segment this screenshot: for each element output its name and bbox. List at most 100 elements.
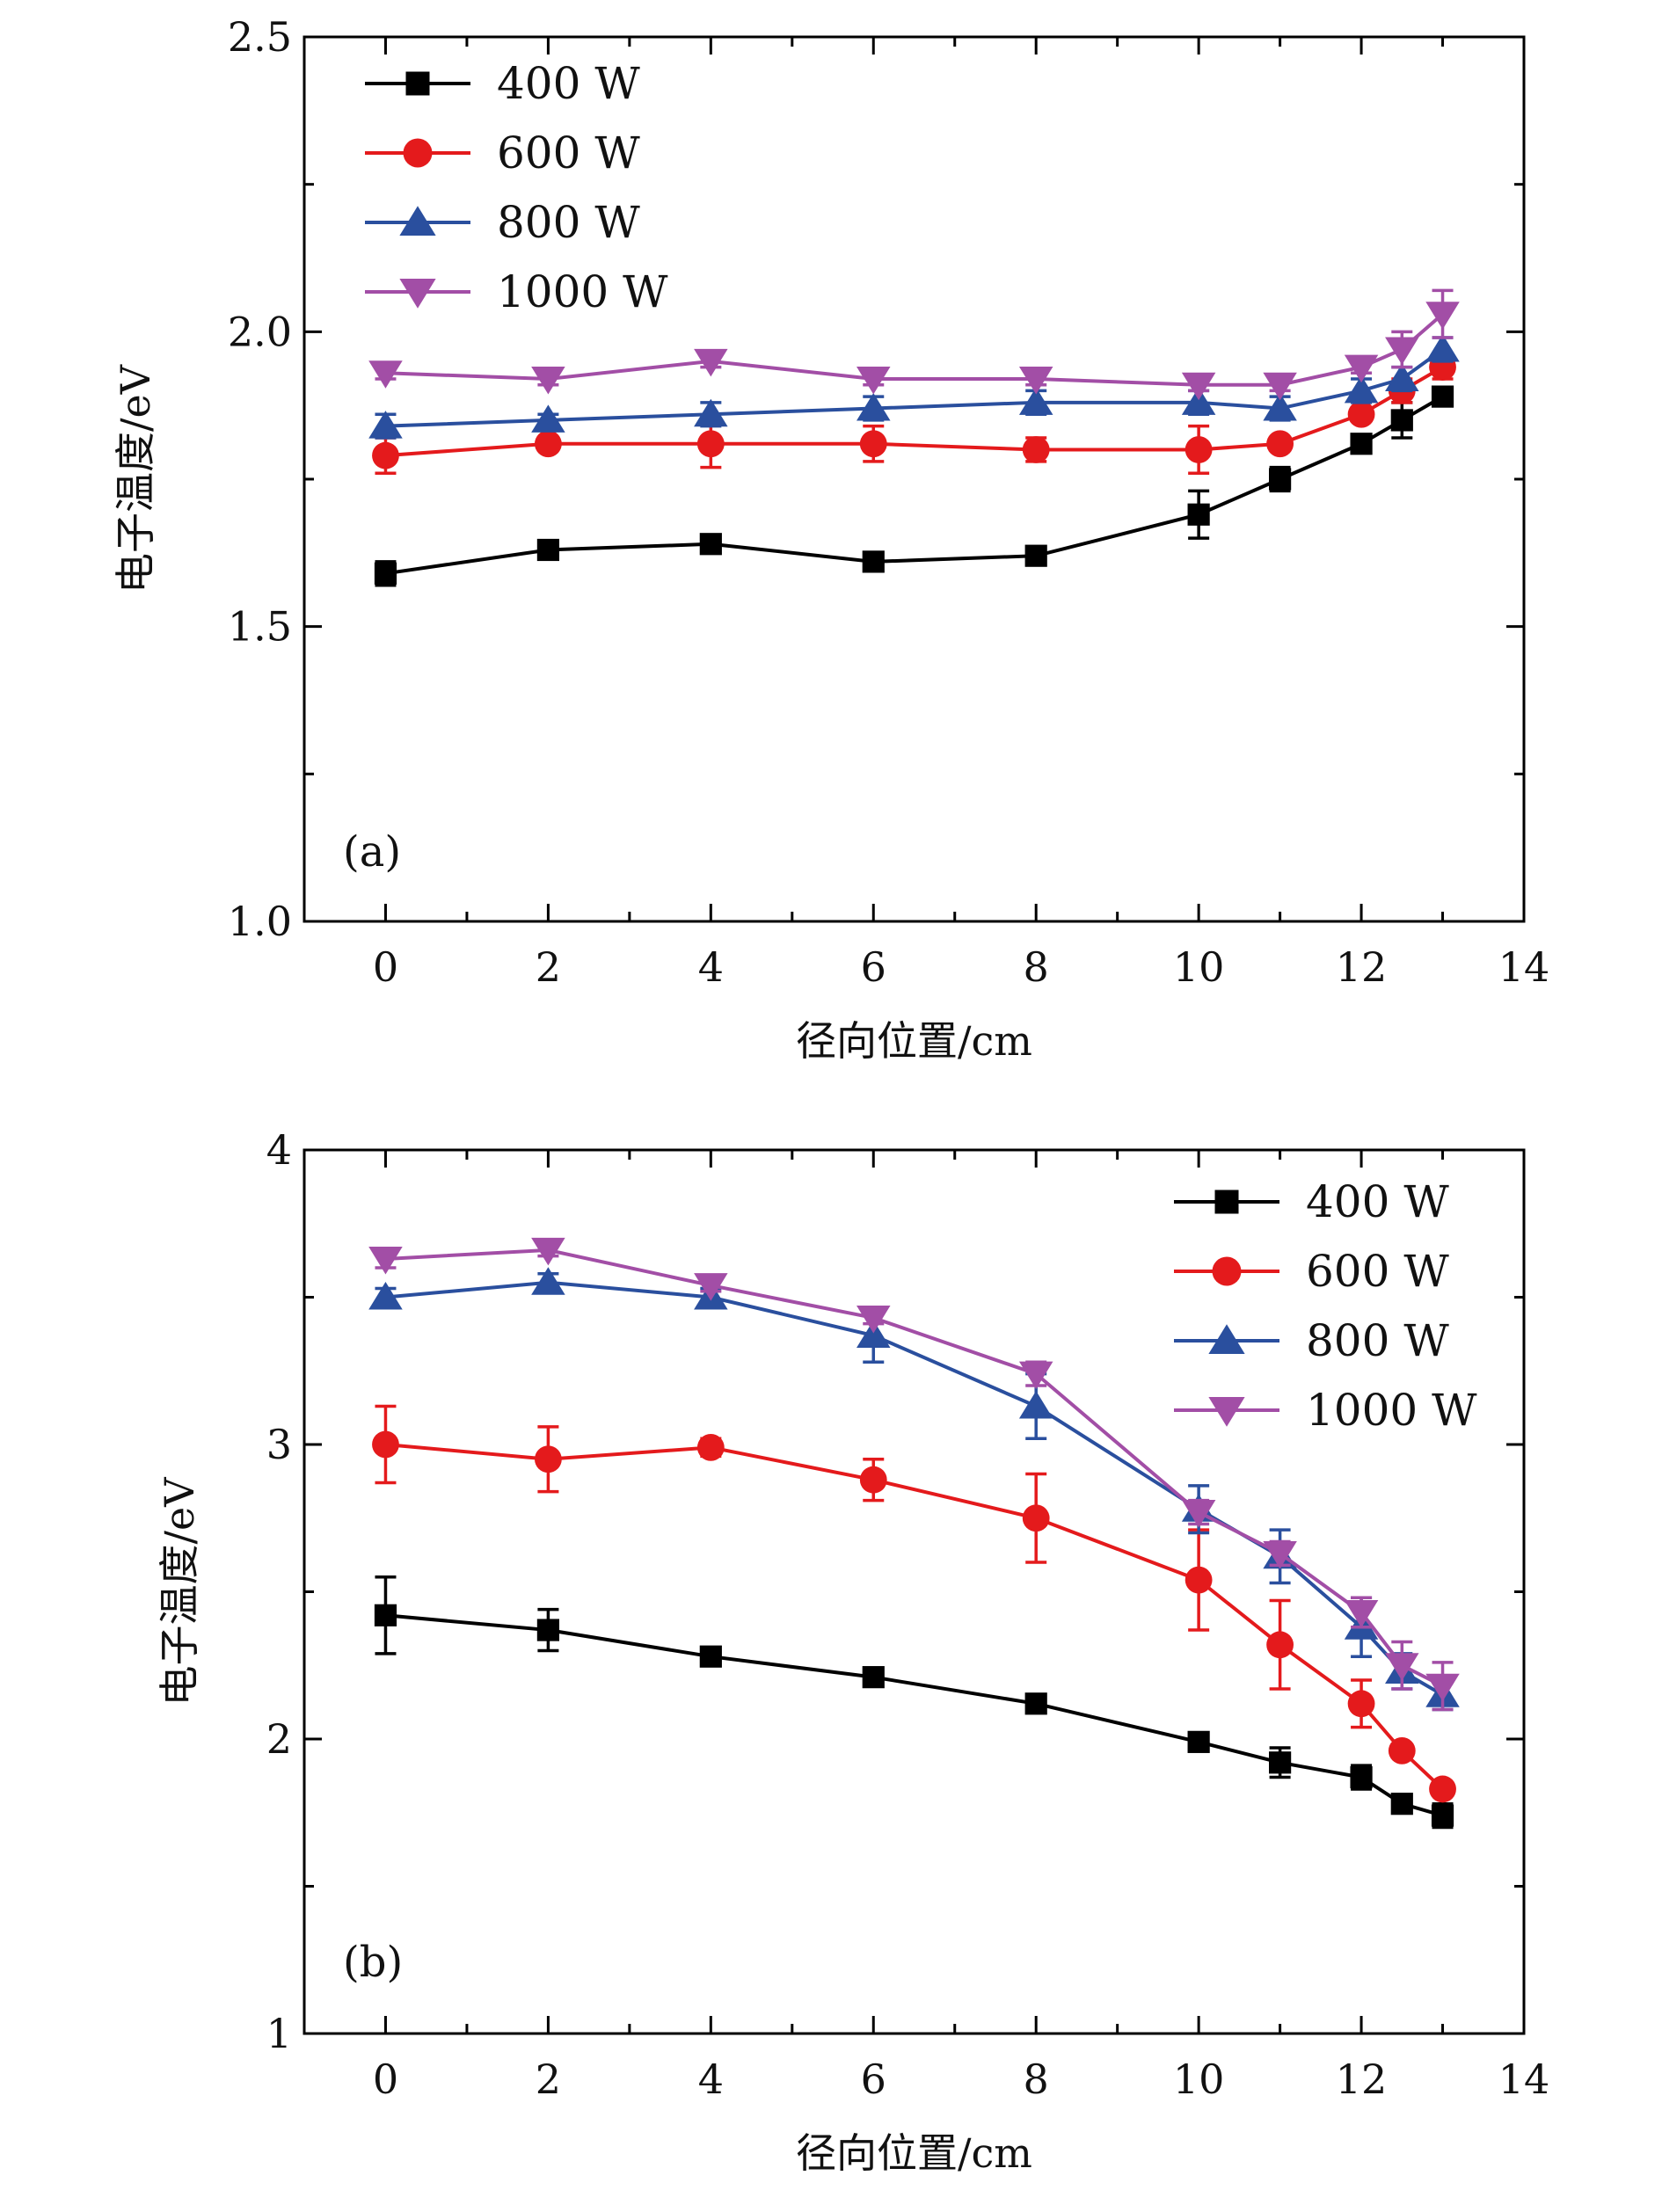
data-point bbox=[531, 1237, 565, 1266]
legend: 400 W 600 W 800 W 1000 W bbox=[1174, 1176, 1477, 1436]
x-tick-label: 10 bbox=[1173, 943, 1225, 991]
x-tick-label: 14 bbox=[1498, 2056, 1550, 2103]
data-point bbox=[857, 1305, 891, 1334]
series-line bbox=[385, 1613, 1444, 1818]
data-point bbox=[1022, 436, 1050, 463]
data-point bbox=[372, 1430, 399, 1459]
data-point bbox=[1390, 409, 1413, 432]
y-tick-label: 1 bbox=[266, 2010, 292, 2057]
legend-label: 600 W bbox=[497, 127, 640, 178]
plot-frame bbox=[303, 35, 1526, 923]
data-point bbox=[1266, 430, 1294, 458]
data-point bbox=[696, 1433, 725, 1461]
data-point bbox=[696, 430, 725, 458]
data-point bbox=[1269, 1751, 1292, 1774]
data-point bbox=[1425, 333, 1460, 362]
legend-marker bbox=[1208, 1324, 1245, 1354]
series-400w bbox=[374, 1575, 1454, 1830]
x-axis-title: 径向位置/cm bbox=[796, 1017, 1032, 1065]
legend: 400 W 600 W 800 W 1000 W bbox=[365, 58, 668, 317]
data-point bbox=[857, 1320, 891, 1349]
series-1000w bbox=[368, 288, 1460, 401]
data-point bbox=[1018, 366, 1053, 395]
data-point bbox=[531, 366, 565, 395]
series-line bbox=[385, 365, 1444, 458]
data-point bbox=[1347, 400, 1375, 428]
data-point bbox=[1024, 544, 1047, 567]
data-point bbox=[1263, 372, 1297, 401]
data-point bbox=[1431, 385, 1454, 408]
data-point bbox=[862, 1666, 885, 1689]
panel-label: (b) bbox=[343, 1938, 403, 1987]
series-line bbox=[385, 395, 1444, 576]
data-point bbox=[859, 1466, 887, 1494]
series-line bbox=[385, 1443, 1444, 1791]
data-point bbox=[1385, 1653, 1419, 1681]
legend-marker bbox=[403, 138, 433, 168]
data-point bbox=[1185, 436, 1213, 463]
data-point bbox=[1187, 1730, 1210, 1753]
series-400w bbox=[374, 385, 1454, 587]
data-point bbox=[1425, 302, 1460, 330]
series-line bbox=[385, 347, 1444, 428]
legend-label: 1000 W bbox=[1306, 1385, 1477, 1436]
x-tick-label: 2 bbox=[536, 2056, 561, 2103]
data-point bbox=[531, 1267, 565, 1295]
x-tick-label: 12 bbox=[1336, 943, 1388, 991]
legend-label: 1000 W bbox=[497, 266, 668, 317]
data-point bbox=[859, 430, 887, 458]
data-point bbox=[1344, 354, 1379, 383]
data-point bbox=[1181, 1500, 1216, 1528]
y-axis-title: 电子温度/eV bbox=[156, 1477, 203, 1706]
legend-label: 600 W bbox=[1306, 1246, 1449, 1297]
data-point bbox=[1018, 1361, 1053, 1390]
data-point bbox=[699, 533, 722, 556]
chart-panel-a: 0 2 4 6 8 10 12 14 1.0 1.5 2.0 2.5 径向位置/cm 电子温度/eV 400… bbox=[112, 13, 1549, 1065]
data-point bbox=[535, 1445, 562, 1473]
x-tick-label: 4 bbox=[698, 2056, 724, 2103]
data-point bbox=[1263, 393, 1297, 421]
series-1000w bbox=[368, 1237, 1460, 1712]
data-point bbox=[1350, 433, 1373, 455]
data-point bbox=[1022, 1504, 1050, 1532]
data-point bbox=[1018, 387, 1053, 415]
data-point bbox=[368, 1282, 403, 1310]
legend-marker bbox=[1214, 1190, 1239, 1214]
data-point bbox=[1390, 1793, 1413, 1815]
data-point bbox=[531, 404, 565, 433]
x-tick-label: 0 bbox=[373, 2056, 398, 2103]
data-point bbox=[694, 348, 728, 377]
y-tick-label: 4 bbox=[266, 1126, 292, 1174]
y-tick-label: 2 bbox=[266, 1715, 292, 1763]
legend-marker bbox=[399, 279, 436, 309]
legend-marker bbox=[1212, 1256, 1242, 1286]
series-800w bbox=[368, 333, 1460, 440]
data-point bbox=[1347, 1690, 1375, 1718]
series-line bbox=[385, 312, 1444, 387]
y-tick-label: 1.5 bbox=[228, 603, 292, 651]
panel-label: (a) bbox=[343, 827, 401, 877]
y-axis-title: 电子温度/eV bbox=[112, 364, 159, 593]
x-tick-label: 0 bbox=[373, 943, 398, 991]
data-point bbox=[1385, 363, 1419, 391]
data-point bbox=[1185, 1566, 1213, 1594]
data-point bbox=[694, 398, 728, 427]
legend-marker bbox=[405, 71, 430, 96]
legend-marker bbox=[1208, 1397, 1245, 1427]
x-tick-label: 4 bbox=[698, 943, 724, 991]
data-point bbox=[1181, 387, 1216, 415]
data-point bbox=[1425, 1673, 1460, 1702]
data-point bbox=[372, 441, 399, 469]
series-line bbox=[385, 1248, 1444, 1688]
y-tick-label: 1.0 bbox=[228, 898, 292, 945]
data-point bbox=[1344, 1599, 1379, 1628]
x-tick-label: 6 bbox=[861, 2056, 886, 2103]
x-tick-label: 8 bbox=[1024, 943, 1049, 991]
x-tick-label: 10 bbox=[1173, 2056, 1225, 2103]
data-point bbox=[862, 550, 885, 573]
data-point bbox=[374, 1604, 397, 1626]
data-point bbox=[1429, 1775, 1456, 1803]
data-point bbox=[368, 411, 403, 439]
